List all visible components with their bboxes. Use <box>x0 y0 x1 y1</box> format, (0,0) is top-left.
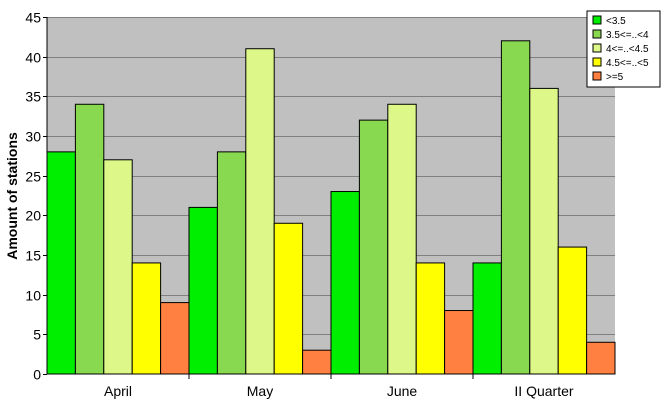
legend-swatch <box>592 43 602 53</box>
legend-swatch <box>592 29 602 39</box>
x-tick-label: II Quarter <box>514 383 573 399</box>
bar <box>160 302 190 375</box>
bar <box>472 262 502 375</box>
bar <box>188 206 218 375</box>
bar <box>46 151 76 375</box>
y-tick-label: 5 <box>33 327 41 343</box>
bars <box>46 40 616 375</box>
bar <box>245 48 275 375</box>
bar <box>358 119 389 375</box>
y-tick-label: 20 <box>25 208 41 224</box>
bar <box>557 246 588 375</box>
bar <box>131 262 162 375</box>
x-tick-label: June <box>387 383 418 399</box>
bar <box>216 151 247 375</box>
legend-swatch <box>592 57 602 67</box>
bar <box>330 191 360 375</box>
bar <box>74 103 105 375</box>
legend-swatch <box>592 15 602 25</box>
y-ticks: 0 5 10 15 20 25 30 35 40 45 <box>25 10 47 383</box>
legend-entry-label: 4.5<=..<5 <box>606 58 649 69</box>
bar <box>444 310 474 375</box>
y-axis-label: Amount of stations <box>4 132 20 260</box>
bar <box>415 262 446 375</box>
legend-entry-label: <3.5 <box>606 16 626 27</box>
legend-entry-label: 4<=..<4.5 <box>606 44 649 55</box>
legend-swatch <box>592 71 602 81</box>
x-tick-label: May <box>247 383 273 399</box>
bar <box>302 349 332 375</box>
y-tick-label: 45 <box>25 10 41 26</box>
bar <box>500 40 531 375</box>
y-tick-label: 0 <box>33 367 41 383</box>
legend: <3.5 3.5<=..<4 4<=..<4.5 4.5<=..<5 >=5 <box>586 10 661 88</box>
bar <box>586 341 616 375</box>
bar <box>529 87 559 375</box>
y-tick-label: 30 <box>25 129 41 145</box>
y-tick-label: 40 <box>25 50 41 66</box>
legend-entry-label: 3.5<=..<4 <box>606 30 649 41</box>
legend-entry-label: >=5 <box>606 72 624 83</box>
x-tick-label: April <box>104 383 132 399</box>
bar <box>103 159 133 375</box>
y-tick-label: 15 <box>25 248 41 264</box>
x-ticks: April May June II Quarter <box>104 374 574 399</box>
bar <box>387 103 417 375</box>
bar <box>273 222 304 375</box>
y-tick-label: 25 <box>25 169 41 185</box>
y-tick-label: 35 <box>25 89 41 105</box>
y-tick-label: 10 <box>25 288 41 304</box>
